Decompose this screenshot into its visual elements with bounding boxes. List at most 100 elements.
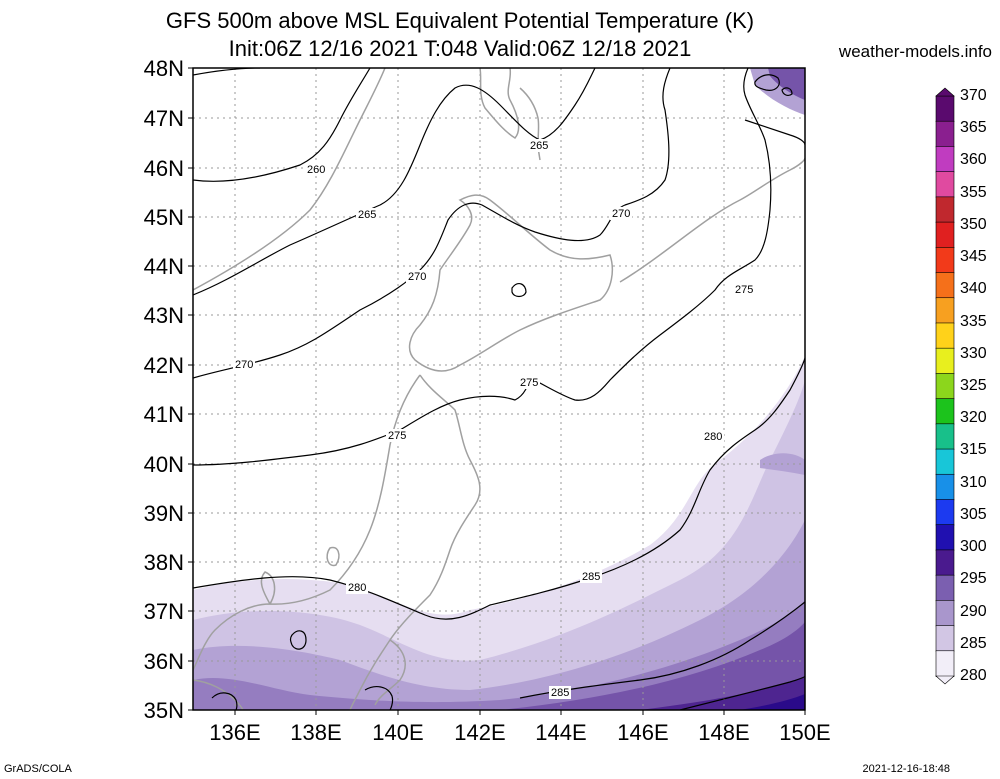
colorbar-label: 330 <box>960 344 987 362</box>
colorbar-label: 340 <box>960 280 987 298</box>
colorbar-top-arrow <box>935 87 955 97</box>
lon-label: 142E <box>454 720 506 745</box>
colorbar-swatch <box>935 322 955 349</box>
colorbar-swatch <box>935 347 955 375</box>
colorbar-label: 290 <box>960 602 987 620</box>
colorbar-label: 360 <box>960 151 987 169</box>
contour-label: 275 <box>520 377 538 389</box>
colorbar-swatch <box>935 95 955 123</box>
lat-label: 45N <box>143 205 184 230</box>
sakhalin-coast <box>479 68 520 139</box>
colorbar-swatch <box>935 247 955 274</box>
colorbar-swatch <box>935 448 955 476</box>
colorbar-label: 325 <box>960 377 987 394</box>
colorbar-swatch <box>935 272 955 299</box>
contour-labels: 265 260 265 270 270 275 270 275 275 280 … <box>233 139 755 594</box>
contour-260 <box>193 68 371 182</box>
lat-label: 40N <box>143 452 184 477</box>
contour-south-loop <box>211 692 238 710</box>
colorbar-label: 295 <box>960 570 987 588</box>
contour-label: 265 <box>530 140 548 152</box>
contour-label-285: 285 <box>551 687 569 699</box>
lat-label: 46N <box>143 156 184 181</box>
colorbar-swatch <box>935 423 955 450</box>
contour-label: 270 <box>612 208 630 220</box>
footer-credit: GrADS/COLA <box>4 763 72 775</box>
lat-label: 44N <box>143 254 184 279</box>
boso-coast <box>374 639 406 706</box>
coastlines <box>193 68 805 710</box>
shade-290 <box>640 676 805 710</box>
shade-284 <box>193 520 805 710</box>
tick-marks <box>188 67 806 715</box>
shade-288 <box>500 622 805 710</box>
contour-275-b <box>744 119 805 146</box>
site-label: weather-models.info <box>838 42 992 61</box>
shade-292 <box>740 694 805 710</box>
contour-blob <box>511 283 527 298</box>
lat-label: 36N <box>143 649 184 674</box>
honshu-west <box>193 374 421 671</box>
colorbar-label: 280 <box>960 667 987 684</box>
lon-label: 140E <box>372 720 424 745</box>
colorbar-swatch <box>935 221 955 249</box>
colorbar-swatch <box>935 398 955 425</box>
colorbar-label: 355 <box>960 183 987 201</box>
sado-island <box>326 546 340 567</box>
chart-subtitle: Init:06Z 12/16 2021 T:048 Valid:06Z 12/1… <box>228 36 692 61</box>
colorbar-label: 320 <box>960 409 987 427</box>
contour-label: 270 <box>408 271 426 283</box>
lon-label: 146E <box>617 720 669 745</box>
contour-label: 270 <box>235 359 253 371</box>
lon-label: 136E <box>209 720 261 745</box>
contour-ne <box>754 74 780 91</box>
colorbar-swatch <box>935 373 955 400</box>
colorbar-label: 370 <box>960 87 987 104</box>
contour-285 <box>519 601 805 699</box>
contour-270-a <box>193 68 671 379</box>
footer-timestamp: 2021-12-16-18:48 <box>862 763 950 775</box>
colorbar-label: 285 <box>960 634 987 652</box>
contour-285-b <box>679 675 805 710</box>
colorbar-label: 310 <box>960 473 987 491</box>
lon-label: 144E <box>535 720 587 745</box>
colorbar-swatch <box>935 549 955 576</box>
mainland-coast <box>193 68 386 291</box>
contour-label: 280 <box>704 431 722 443</box>
lon-label: 148E <box>698 720 750 745</box>
noto-peninsula <box>260 571 276 605</box>
colorbar-label: 335 <box>960 312 987 330</box>
colorbar-swatch <box>935 297 955 324</box>
colorbar-swatch <box>935 524 955 551</box>
colorbar-swatch <box>935 120 955 148</box>
lat-label: 48N <box>143 56 184 81</box>
shading-layer <box>193 68 805 710</box>
lat-label: 43N <box>143 303 184 328</box>
colorbar-swatch <box>935 625 955 652</box>
shade-282 <box>193 380 805 710</box>
contour-label: 265 <box>358 209 376 221</box>
colorbar-label: 345 <box>960 248 987 266</box>
colorbar-label: 365 <box>960 119 987 137</box>
lon-label: 138E <box>290 720 342 745</box>
lat-label: 35N <box>143 698 184 723</box>
contour-ne2 <box>781 87 793 96</box>
colorbar-swatch <box>935 146 955 173</box>
chart-title: GFS 500m above MSL Equivalent Potential … <box>165 8 755 33</box>
shade-ne2 <box>768 68 805 100</box>
contour-south-loop2 <box>364 686 394 710</box>
contour-label: 275 <box>735 284 753 296</box>
colorbar-label: 305 <box>960 505 987 523</box>
kuril-islands <box>619 157 805 283</box>
colorbar-label: 350 <box>960 215 987 233</box>
lon-label: 150E <box>779 720 831 745</box>
colorbar-label: 315 <box>960 441 987 459</box>
hokkaido-coast <box>408 194 613 372</box>
contour-265-b <box>193 68 596 296</box>
colorbar-label: 300 <box>960 538 987 556</box>
colorbar-swatch <box>935 650 955 677</box>
contour-label: 285 <box>582 571 600 583</box>
lat-label: 39N <box>143 501 184 526</box>
lat-label: 38N <box>143 550 184 575</box>
colorbar-swatch <box>935 473 955 501</box>
